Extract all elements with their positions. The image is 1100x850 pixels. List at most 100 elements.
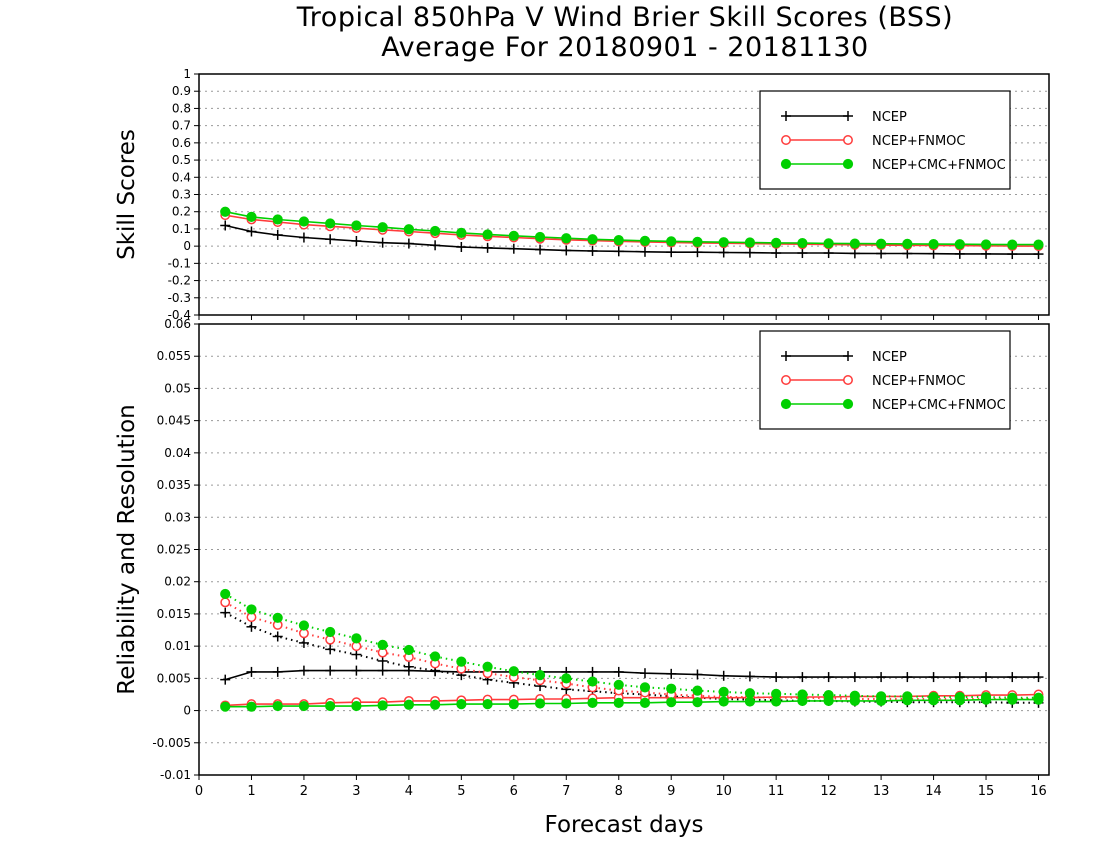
data-point <box>377 655 388 666</box>
data-point <box>902 691 913 702</box>
data-point <box>771 248 782 259</box>
data-point-c <box>325 218 336 229</box>
data-point <box>272 631 283 642</box>
data-point <box>325 700 336 712</box>
data-point-c <box>403 644 414 656</box>
data-point <box>823 672 834 683</box>
data-point <box>535 244 546 255</box>
x-tick-label: 6 <box>510 784 518 799</box>
data-point-c <box>430 651 441 662</box>
data-point <box>534 231 546 243</box>
data-point <box>246 701 257 712</box>
series-ncep-resolution <box>220 607 1044 708</box>
data-point-c <box>1033 692 1044 703</box>
data-point <box>639 235 651 246</box>
data-point <box>692 236 703 247</box>
data-point <box>325 665 336 676</box>
data-point <box>220 674 231 685</box>
data-point <box>980 239 992 250</box>
data-point <box>325 234 336 245</box>
data-point <box>954 672 965 683</box>
data-point <box>430 651 441 662</box>
legend-marker <box>781 111 791 121</box>
y-tick-label: 0.02 <box>164 575 191 589</box>
data-point-c <box>744 688 756 699</box>
data-point <box>692 697 703 708</box>
legend-entry: NCEP+CMC+FNMOC <box>872 158 1006 173</box>
x-tick-label: 5 <box>457 784 465 799</box>
data-point <box>1033 672 1044 683</box>
data-point-c <box>351 220 362 231</box>
data-point <box>220 607 231 618</box>
data-point <box>744 696 756 707</box>
legend-marker-c <box>781 375 791 385</box>
data-point <box>718 670 729 681</box>
data-point <box>1007 672 1018 683</box>
legend-marker <box>781 351 791 361</box>
y-tick-label: 0.005 <box>157 671 191 685</box>
series-line <box>224 601 1039 700</box>
x-tick-label: 16 <box>1030 784 1047 799</box>
legend-marker-c <box>843 135 853 145</box>
data-point-c <box>298 216 310 227</box>
data-point-c <box>298 700 310 712</box>
x-tick-label: 9 <box>667 784 675 799</box>
data-point <box>692 685 703 696</box>
data-point <box>744 671 755 682</box>
data-point-c <box>246 211 257 222</box>
data-point <box>849 238 860 249</box>
data-point <box>377 665 388 676</box>
legend-marker <box>781 375 791 385</box>
data-point <box>875 691 887 702</box>
data-point-c <box>508 230 519 241</box>
data-point-c <box>430 225 441 237</box>
data-point <box>508 666 519 677</box>
data-point <box>587 697 598 708</box>
data-point <box>246 604 257 615</box>
data-point <box>220 701 231 712</box>
data-point <box>902 238 913 250</box>
data-point-c <box>298 620 310 631</box>
data-point-c <box>692 236 703 247</box>
x-tick-label: 8 <box>615 784 623 799</box>
data-point <box>666 683 677 694</box>
data-point-c <box>377 639 388 650</box>
data-point-c <box>325 700 336 712</box>
x-tick-label: 12 <box>820 784 837 799</box>
data-point <box>220 206 231 217</box>
data-point <box>954 691 965 703</box>
data-point <box>1007 239 1018 250</box>
data-point <box>482 661 493 672</box>
x-tick-label: 11 <box>768 784 785 799</box>
data-point-c <box>875 238 887 249</box>
data-point <box>876 672 887 683</box>
data-point-c <box>403 224 414 235</box>
data-point <box>508 699 519 710</box>
y-tick-label: 0.2 <box>172 205 191 219</box>
data-point <box>377 639 388 650</box>
legend-marker <box>781 135 791 145</box>
data-point <box>666 668 677 679</box>
data-point-c <box>718 696 729 707</box>
legend-marker-c <box>842 398 854 410</box>
data-point <box>849 248 860 259</box>
data-point <box>298 232 309 243</box>
data-point-c <box>771 688 782 699</box>
data-point <box>508 243 519 254</box>
x-tick-label: 4 <box>405 784 413 799</box>
data-point-c <box>771 237 782 248</box>
data-point <box>246 666 257 677</box>
data-point-c <box>692 685 703 696</box>
data-point-c <box>928 238 939 250</box>
legend: NCEP NCEP+FNMOC NCEP+CMC+FNMOC <box>759 90 1011 190</box>
data-point <box>246 226 257 237</box>
data-point <box>298 700 310 712</box>
data-point <box>980 691 992 703</box>
data-point <box>430 699 441 710</box>
data-point-c <box>797 237 808 249</box>
data-point <box>928 238 939 250</box>
data-point <box>272 612 283 623</box>
chart-title: Tropical 850hPa V Wind Brier Skill Score… <box>296 2 954 33</box>
data-point <box>587 245 598 256</box>
data-point <box>613 679 624 690</box>
